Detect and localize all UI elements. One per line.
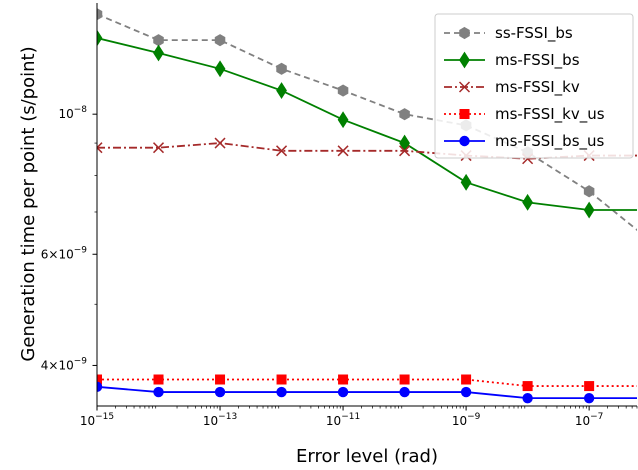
data-point-ms-fssi-kv-us-1 <box>153 374 164 385</box>
data-point-ms-fssi-kv-us-2 <box>215 374 226 385</box>
data-point-ms-fssi-bs-6 <box>460 173 472 191</box>
data-point-ms-fssi-bs-us-4 <box>337 386 349 398</box>
data-point-ms-fssi-bs-0 <box>97 29 103 47</box>
data-point-ms-fssi-kv-us-6 <box>461 374 472 385</box>
data-point-ms-fssi-bs-us-0 <box>97 381 103 393</box>
legend-entry-ms-fssi-kv: ms-FSSI_kv <box>444 78 580 97</box>
data-point-ms-fssi-bs-4 <box>337 111 349 129</box>
legend-label-ss-fssi-bs: ss-FSSI_bs <box>495 24 573 43</box>
x-tick-label-0: 10−15 <box>80 412 114 428</box>
data-point-ms-fssi-kv-1 <box>152 142 165 154</box>
data-point-ms-fssi-kv-0 <box>97 142 103 154</box>
data-point-ms-fssi-kv-5 <box>399 145 411 157</box>
legend-entry-ms-fssi-kv-us: ms-FSSI_kv_us <box>444 105 605 124</box>
legend-marker-ms-fssi-kv-us <box>459 109 470 119</box>
data-point-ms-fssi-kv-us-5 <box>399 374 410 385</box>
data-point-ms-fssi-kv-us-7 <box>522 381 533 392</box>
series-ms-fssi-bs <box>97 29 637 219</box>
data-point-ms-fssi-bs-us-7 <box>522 392 533 404</box>
series-ms-fssi-bs-us <box>97 381 637 404</box>
y-tick-label-2: 10−8 <box>58 105 87 121</box>
x-tick-label-3: 10−9 <box>452 412 481 428</box>
data-point-ms-fssi-bs-1 <box>153 44 164 62</box>
legend-label-ms-fssi-bs-us: ms-FSSI_bs_us <box>495 132 605 151</box>
data-point-ms-fssi-bs-2 <box>214 60 226 78</box>
x-axis-label: Error level (rad) <box>296 446 438 467</box>
legend-entry-ss-fssi-bs: ss-FSSI_bs <box>444 24 573 43</box>
series-ms-fssi-kv-us <box>97 374 637 392</box>
y-axis-label: Generation time per point (s/point) <box>18 46 39 361</box>
legend-marker-ss-fssi-bs <box>459 26 470 40</box>
data-point-ms-fssi-bs-7 <box>522 193 534 211</box>
legend-box <box>434 13 634 159</box>
series-line-ms-fssi-bs-us <box>97 385 637 400</box>
y-tick-label-0: 4×10−9 <box>41 356 88 372</box>
data-point-ms-fssi-kv-us-3 <box>276 374 287 385</box>
series-line-ss-fssi-bs <box>97 13 637 232</box>
data-point-ss-fssi-bs-8 <box>583 185 595 198</box>
data-point-ss-fssi-bs-2 <box>214 34 226 47</box>
legend-entry-ms-fssi-bs-us: ms-FSSI_bs_us <box>444 132 605 151</box>
legend-marker-ms-fssi-bs <box>459 51 470 69</box>
series-line-ms-fssi-kv <box>97 142 637 160</box>
legend-label-ms-fssi-bs: ms-FSSI_bs <box>495 51 580 70</box>
data-point-ms-fssi-bs-8 <box>583 201 595 219</box>
data-point-ms-fssi-kv-2 <box>214 137 226 149</box>
legend: ss-FSSI_bs ms-FSSI_bs ms-FSSI_kv ms-FSSI_kv… <box>434 13 634 159</box>
data-point-ms-fssi-kv-us-4 <box>338 374 349 385</box>
data-point-ms-fssi-bs-us-3 <box>276 386 287 398</box>
data-point-ss-fssi-bs-0 <box>97 8 103 21</box>
data-point-ms-fssi-kv-4 <box>337 145 349 157</box>
data-point-ms-fssi-bs-3 <box>276 82 287 99</box>
x-tick-label-1: 10−13 <box>203 412 237 428</box>
data-point-ss-fssi-bs-3 <box>276 62 287 75</box>
data-point-ms-fssi-kv-us-0 <box>97 374 102 385</box>
data-point-ss-fssi-bs-4 <box>337 84 349 97</box>
data-point-ms-fssi-bs-us-8 <box>583 392 595 404</box>
legend-entry-ms-fssi-bs: ms-FSSI_bs <box>444 51 580 70</box>
y-tick-label-1: 6×10−9 <box>41 245 88 261</box>
x-tick-label-4: 10−7 <box>575 412 604 428</box>
legend-marker-ms-fssi-bs-us <box>459 135 470 147</box>
data-point-ms-fssi-kv-us-8 <box>584 381 595 392</box>
series-layer <box>97 8 637 404</box>
data-point-ms-fssi-kv-3 <box>276 145 288 157</box>
legend-marker-ms-fssi-kv <box>458 81 471 93</box>
data-point-ms-fssi-bs-us-1 <box>153 386 164 398</box>
axes-layer: 10−15 10−13 10−11 10−9 10−7 4×10−9 6×10−9 10−8 <box>41 3 638 428</box>
data-point-ss-fssi-bs-5 <box>399 108 410 121</box>
legend-label-ms-fssi-kv-us: ms-FSSI_kv_us <box>495 105 605 124</box>
series-line-ms-fssi-kv-us <box>97 378 637 387</box>
data-point-ms-fssi-bs-us-5 <box>399 386 410 398</box>
data-point-ms-fssi-bs-us-2 <box>214 386 226 398</box>
series-ms-fssi-kv <box>97 137 637 165</box>
x-tick-label-2: 10−11 <box>326 412 360 428</box>
data-point-ss-fssi-bs-1 <box>153 34 164 47</box>
series-line-ms-fssi-bs <box>97 37 637 211</box>
data-point-ms-fssi-bs-us-6 <box>460 386 472 398</box>
legend-label-ms-fssi-kv: ms-FSSI_kv <box>495 78 580 97</box>
